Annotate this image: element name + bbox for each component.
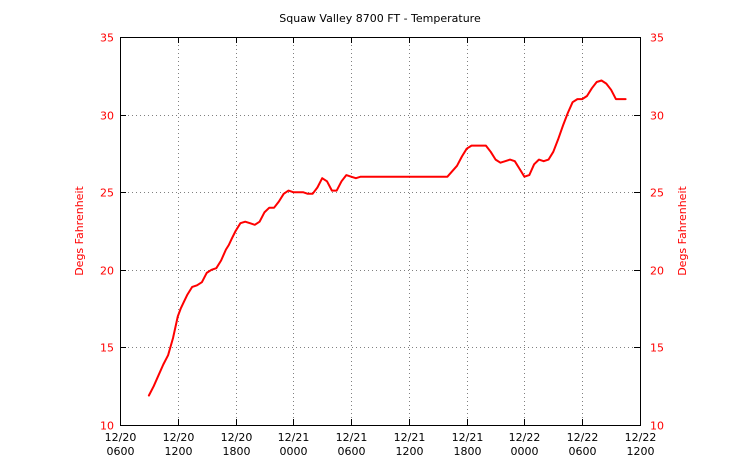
x-tick-label-time: 1200	[627, 445, 655, 458]
x-tick-label-date: 12/20	[105, 431, 137, 444]
y-tick-label-right: 15	[650, 342, 664, 355]
y-tick-label-left: 15	[100, 342, 114, 355]
temperature-series-line	[147, 79, 627, 397]
y-tick-label-right: 35	[650, 32, 664, 45]
x-tick-label-time: 1800	[223, 445, 251, 458]
x-tick-label-date: 12/22	[625, 431, 657, 444]
series-group	[147, 79, 627, 397]
x-tick-label-time: 0600	[338, 445, 366, 458]
x-tick-label-time: 1200	[165, 445, 193, 458]
chart-title: Squaw Valley 8700 FT - Temperature	[279, 12, 481, 25]
x-tick-label-time: 0600	[107, 445, 135, 458]
x-tick-label-date: 12/21	[394, 431, 426, 444]
x-tick-label-date: 12/20	[163, 431, 195, 444]
y-tick-label-right: 30	[650, 110, 664, 123]
x-tick-label-date: 12/21	[452, 431, 484, 444]
x-tick-label-time: 0000	[511, 445, 539, 458]
y-axis-title-right: Degs Fahrenheit	[676, 186, 689, 276]
x-tick-label-time: 0000	[280, 445, 308, 458]
y-tick-label-right: 10	[650, 420, 664, 433]
x-tick-label-date: 12/22	[567, 431, 599, 444]
x-tick-label-date: 12/22	[509, 431, 541, 444]
x-tick-label-time: 0600	[569, 445, 597, 458]
y-tick-label-right: 20	[650, 265, 664, 278]
y-tick-label-left: 10	[100, 420, 114, 433]
y-axis-title-left: Degs Fahrenheit	[73, 186, 86, 276]
y-tick-label-left: 35	[100, 32, 114, 45]
y-tick-label-left: 20	[100, 265, 114, 278]
x-tick-label-date: 12/21	[336, 431, 368, 444]
grid	[120, 37, 640, 425]
y-tick-label-left: 30	[100, 110, 114, 123]
plot-frame	[120, 37, 641, 426]
x-tick-label-date: 12/21	[278, 431, 310, 444]
axis-ticks	[120, 37, 641, 426]
y-tick-label-right: 25	[650, 187, 664, 200]
x-tick-label-time: 1800	[454, 445, 482, 458]
x-tick-label-date: 12/20	[221, 431, 253, 444]
y-tick-label-left: 25	[100, 187, 114, 200]
x-tick-label-time: 1200	[396, 445, 424, 458]
